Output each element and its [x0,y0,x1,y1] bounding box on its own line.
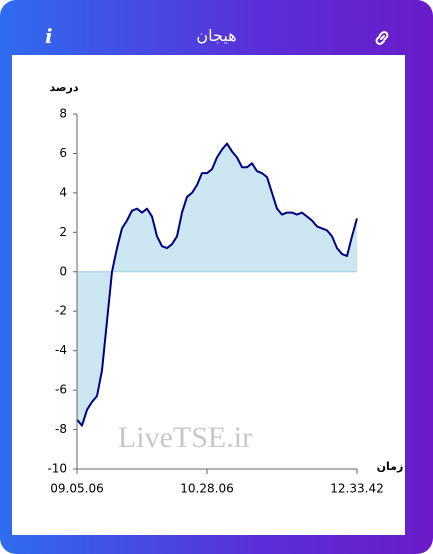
link-icon[interactable] [373,29,391,47]
info-button[interactable]: i [45,24,53,48]
area-fill [77,143,357,426]
x-tick-label: 09.05.06 [50,482,103,496]
y-tick-label: 6 [59,146,67,160]
watermark: LiveTSE.ir [118,421,252,454]
y-axis-label: درصد [50,81,79,94]
y-tick-label: -4 [55,343,67,357]
y-tick-label: 8 [59,107,67,121]
x-tick-label: 10.28.06 [180,482,233,496]
y-tick-label: 0 [59,264,67,278]
line [76,142,358,427]
y-tick-label: -6 [55,383,67,397]
y-tick-label: -8 [55,422,67,436]
y-tick-label: -2 [55,304,67,318]
y-tick-label: -10 [47,462,67,476]
x-tick-label: 12.33.42 [330,482,383,496]
header-title: هیجان [196,26,237,45]
y-tick-label: 4 [59,185,67,199]
y-tick-label: 2 [59,225,67,239]
x-axis-label: زمان [377,460,404,473]
